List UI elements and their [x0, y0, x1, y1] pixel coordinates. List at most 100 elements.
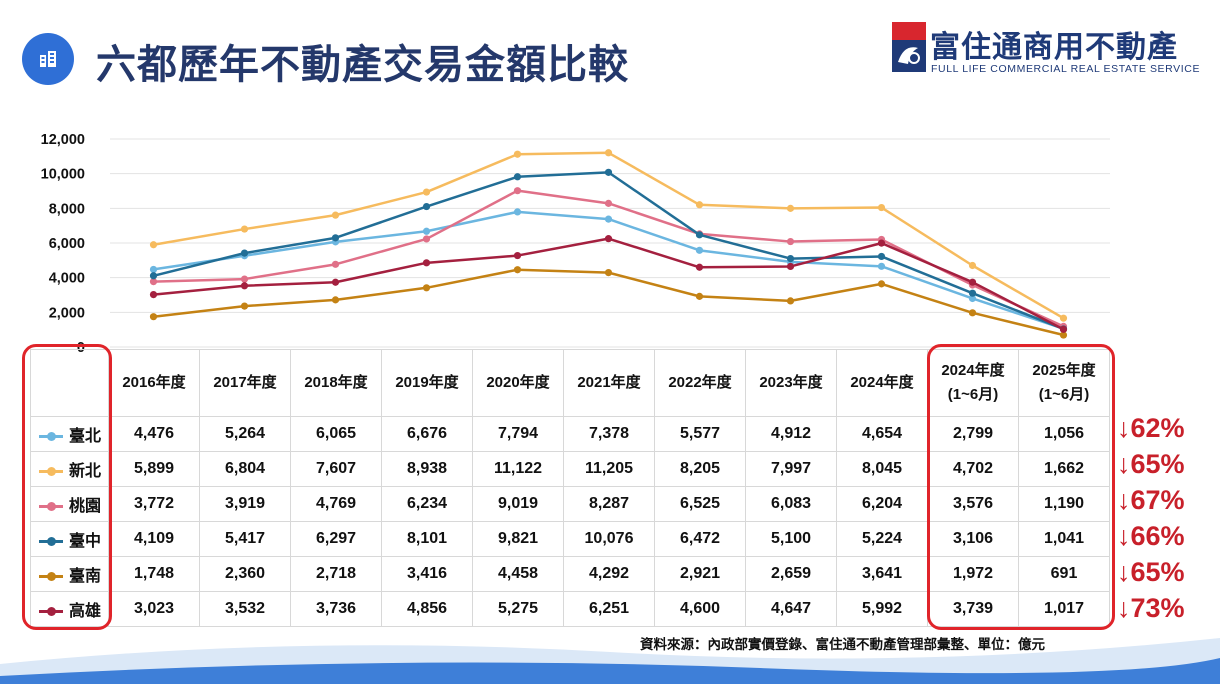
table-cell: 3,023: [108, 591, 200, 627]
table-cell: 2,659: [745, 556, 837, 592]
data-point: [786, 255, 795, 263]
data-point: [877, 280, 886, 288]
legend-line-marker: [39, 467, 63, 477]
series-line-5: [153, 237, 1065, 331]
title-badge: [22, 33, 74, 85]
table-cell: 1,041: [1018, 521, 1110, 557]
data-point: [422, 235, 431, 243]
table-cell: 6,297: [290, 521, 382, 557]
table-cell: 7,607: [290, 451, 382, 487]
change-percent: ↓73%: [1117, 593, 1185, 623]
company-name: 富住通商用不動產: [930, 30, 1178, 65]
legend-line-marker: [39, 502, 63, 512]
table-row: 桃園 3,772 3,919 4,769 6,234 9,019 8,287 6,525 6,0…: [30, 486, 1110, 522]
y-tick-label: 8,000: [49, 201, 85, 217]
table-cell: 3,739: [927, 591, 1019, 627]
table-cell: 1,748: [108, 556, 200, 592]
table-cell: 5,577: [654, 416, 746, 452]
table-cell: 6,251: [563, 591, 655, 627]
data-point: [331, 234, 340, 242]
column-header-year: 2021年度: [577, 374, 641, 391]
table-row: 臺北 4,476 5,264 6,065 6,676 7,794 7,378 5,577 4,9…: [30, 416, 1110, 452]
decorative-wave: [0, 638, 1220, 684]
building-icon: [40, 51, 56, 67]
data-point: [422, 227, 431, 235]
data-point: [695, 231, 704, 239]
table-row: 高雄 3,023 3,532 3,736 4,856 5,275 6,251 4,600 4,6…: [30, 591, 1110, 627]
table-cell: 11,205: [563, 451, 655, 487]
column-header: 2019年度: [381, 349, 473, 417]
city-name: 高雄: [69, 603, 102, 620]
table-cell: 6,204: [836, 486, 928, 522]
data-point: [331, 278, 340, 286]
table-cell: 5,899: [108, 451, 200, 487]
y-tick-label: 2,000: [49, 305, 85, 321]
y-tick-label: 0: [77, 340, 85, 356]
series-line-2: [153, 189, 1065, 328]
table-cell: 8,205: [654, 451, 746, 487]
table-cell: 4,458: [472, 556, 564, 592]
data-point: [604, 235, 613, 243]
table-cell: 2,718: [290, 556, 382, 592]
legend-cell: 高雄: [30, 591, 109, 627]
data-point: [240, 302, 249, 310]
data-point: [604, 199, 613, 207]
data-point: [695, 201, 704, 209]
column-header: 2025年度 (1~6月): [1018, 349, 1110, 417]
data-point: [695, 263, 704, 271]
table-cell: 3,736: [290, 591, 382, 627]
column-header: 2024年度: [836, 349, 928, 417]
column-header: 2024年度 (1~6月): [927, 349, 1019, 417]
data-point: [513, 173, 522, 181]
change-percent: ↓67%: [1117, 485, 1185, 515]
data-point: [604, 168, 613, 176]
change-percent: ↓62%: [1117, 413, 1185, 443]
y-tick-label: 6,000: [49, 236, 85, 252]
data-point: [695, 292, 704, 300]
column-header-year: 2020年度: [486, 374, 550, 391]
column-header: 2018年度: [290, 349, 382, 417]
data-point: [240, 282, 249, 290]
table-row: 臺中 4,109 5,417 6,297 8,101 9,821 10,076 6,472 5,…: [30, 521, 1110, 557]
table-cell: 8,938: [381, 451, 473, 487]
column-header-period: (1~6月): [947, 386, 999, 403]
city-name: 臺南: [69, 568, 102, 585]
table-cell: 5,100: [745, 521, 837, 557]
data-point: [968, 294, 977, 303]
data-point: [604, 149, 613, 157]
data-point: [513, 187, 522, 195]
table-cell: 5,275: [472, 591, 564, 627]
table-cell: 8,101: [381, 521, 473, 557]
table-corner-cell: [30, 349, 109, 417]
table-cell: 4,292: [563, 556, 655, 592]
column-header-year: 2016年度: [122, 374, 186, 391]
table-cell: 11,122: [472, 451, 564, 487]
table-cell: 5,417: [199, 521, 291, 557]
column-header-year: 2024年度: [941, 362, 1005, 379]
change-percent: ↓66%: [1117, 521, 1185, 551]
table-cell: 4,476: [108, 416, 200, 452]
data-point: [513, 208, 522, 216]
column-header: 2022年度: [654, 349, 746, 417]
table-cell: 9,821: [472, 521, 564, 557]
data-point: [422, 202, 431, 211]
column-header-year: 2018年度: [304, 374, 368, 391]
table-cell: 3,106: [927, 521, 1019, 557]
data-point: [240, 249, 249, 257]
data-point: [786, 237, 795, 246]
table-cell: 6,472: [654, 521, 746, 557]
table-cell: 5,224: [836, 521, 928, 557]
column-header-year: 2024年度: [850, 374, 914, 391]
column-header: 2016年度: [108, 349, 200, 417]
table-cell: 2,921: [654, 556, 746, 592]
data-point: [149, 272, 158, 280]
y-tick-label: 10,000: [41, 167, 85, 183]
data-point: [604, 215, 613, 223]
data-point: [422, 259, 431, 267]
table-cell: 4,647: [745, 591, 837, 627]
table-row: 臺南 1,748 2,360 2,718 3,416 4,458 4,292 2,921 2,6…: [30, 556, 1110, 592]
data-source-note: 資料來源：內政部實價登錄、富住通不動產管理部彙整、單位：億元: [640, 637, 1045, 653]
city-name: 臺北: [69, 428, 102, 445]
data-point: [149, 265, 158, 274]
data-point: [513, 150, 522, 158]
